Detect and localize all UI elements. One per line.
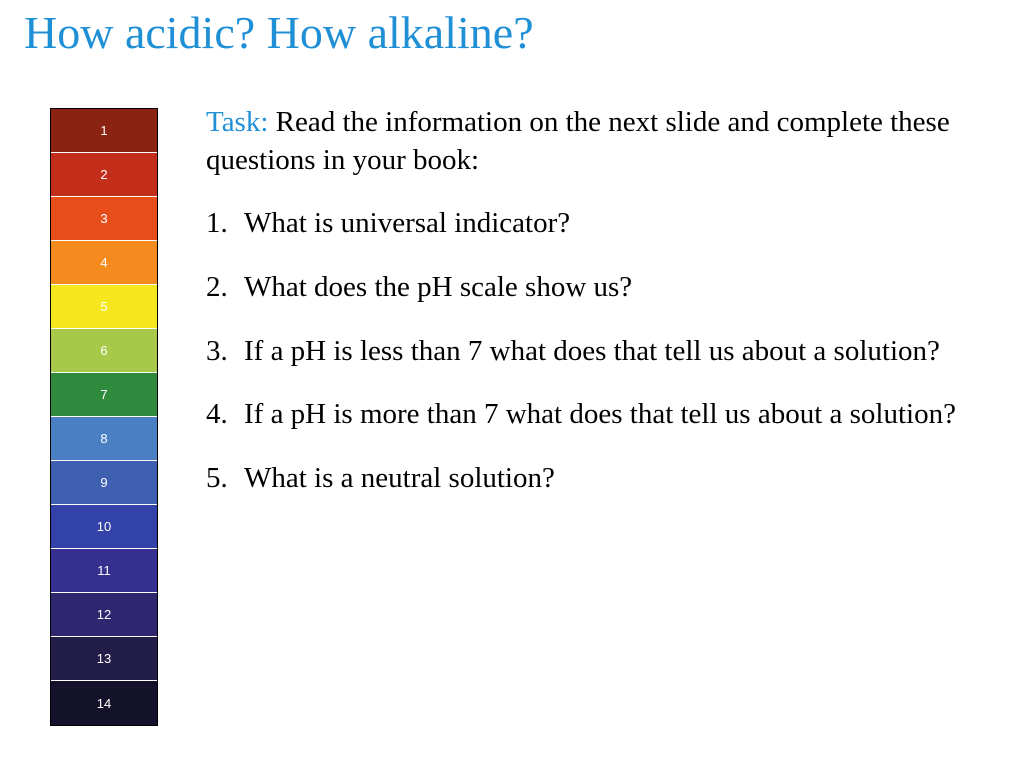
- ph-row-9: 9: [51, 461, 157, 505]
- question-text: What is a neutral solution?: [244, 460, 996, 498]
- ph-row-10: 10: [51, 505, 157, 549]
- question-item: 5.What is a neutral solution?: [206, 460, 996, 498]
- ph-row-11: 11: [51, 549, 157, 593]
- ph-row-13: 13: [51, 637, 157, 681]
- ph-scale: 1234567891011121314: [50, 108, 158, 726]
- ph-row-5: 5: [51, 285, 157, 329]
- question-item: 4.If a pH is more than 7 what does that …: [206, 396, 996, 434]
- question-text: If a pH is more than 7 what does that te…: [244, 396, 996, 434]
- ph-row-6: 6: [51, 329, 157, 373]
- task-intro: Task: Read the information on the next s…: [206, 104, 996, 179]
- question-number: 3.: [206, 333, 244, 371]
- question-text: What does the pH scale show us?: [244, 269, 996, 307]
- question-item: 2.What does the pH scale show us?: [206, 269, 996, 307]
- task-label: Task:: [206, 106, 268, 138]
- task-content: Task: Read the information on the next s…: [206, 104, 996, 524]
- question-number: 1.: [206, 205, 244, 243]
- question-number: 2.: [206, 269, 244, 307]
- ph-row-1: 1: [51, 109, 157, 153]
- ph-row-4: 4: [51, 241, 157, 285]
- question-list: 1.What is universal indicator?2.What doe…: [206, 205, 996, 497]
- question-item: 3.If a pH is less than 7 what does that …: [206, 333, 996, 371]
- ph-row-3: 3: [51, 197, 157, 241]
- page-title: How acidic? How alkaline?: [24, 6, 534, 59]
- task-intro-text: Read the information on the next slide a…: [206, 106, 950, 176]
- question-number: 5.: [206, 460, 244, 498]
- question-text: What is universal indicator?: [244, 205, 996, 243]
- question-number: 4.: [206, 396, 244, 434]
- ph-row-12: 12: [51, 593, 157, 637]
- ph-row-2: 2: [51, 153, 157, 197]
- ph-row-8: 8: [51, 417, 157, 461]
- ph-row-14: 14: [51, 681, 157, 725]
- question-text: If a pH is less than 7 what does that te…: [244, 333, 996, 371]
- question-item: 1.What is universal indicator?: [206, 205, 996, 243]
- ph-row-7: 7: [51, 373, 157, 417]
